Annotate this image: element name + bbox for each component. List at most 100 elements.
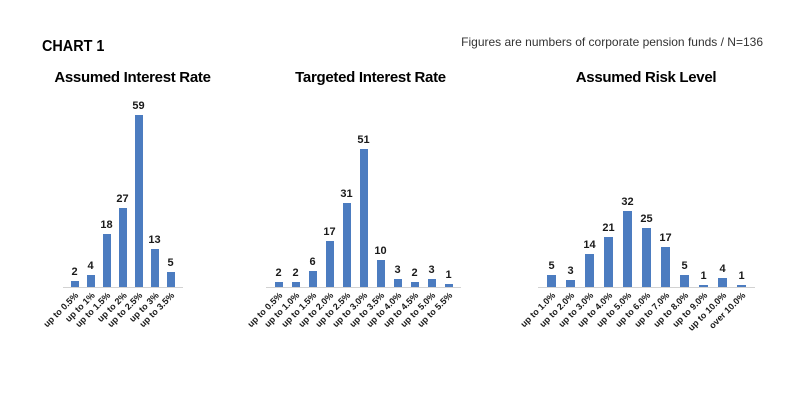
bar [102,234,111,287]
bar [623,211,632,287]
bar [604,237,613,287]
bar-value-label: 59 [132,99,145,112]
bars-row: 2 4 18 27 59 13 5 [62,97,183,288]
bar-column: 3 [389,97,406,287]
bar [70,281,79,287]
bar-column: 10 [372,97,389,287]
bar-column: 3 [561,97,580,287]
bar-column: 51 [355,97,372,287]
bar [661,246,670,287]
bar-value-label: 51 [357,133,370,146]
bar [308,270,317,287]
bar [134,114,143,287]
bar-value-label: 27 [116,193,129,206]
bar [359,148,368,287]
bar-value-label: 2 [71,266,78,279]
bar [718,277,727,287]
bar-column: 1 [694,97,713,287]
bar [86,275,95,287]
chart-title: Targeted Interest Rate [295,69,446,86]
bar [325,240,334,287]
bar [376,259,385,287]
bars-row: 5 3 14 21 32 25 17 5 1 4 1 [538,97,755,288]
bar-column: 5 [542,97,561,287]
labels-row: up to 1.0% up to 2.0% up to 3.0% up to 4.0%… [519,288,755,346]
plot-area: 2 2 6 17 31 51 10 3 2 3 1 up to 0.5% up to 1.0% up t… [246,97,461,346]
bar-value-label: 31 [340,187,353,200]
bar-column: 21 [599,97,618,287]
bar [150,249,159,287]
bar-value-label: 4 [719,262,726,275]
chart-targeted-interest-rate: Targeted Interest Rate 2 2 6 17 31 51 10 3 2 3 1 u… [246,69,473,346]
chart-assumed-interest-rate: Assumed Interest Rate 2 4 18 27 59 13 5 up to … [30,69,235,346]
bar [118,208,127,287]
bar-column: 25 [637,97,656,287]
bar [342,202,351,287]
labels-row: up to 0.5% up to 1% up to 1.5% up to 2% up t… [42,288,183,346]
bar-value-label: 13 [148,234,161,246]
bar-column: 27 [115,97,131,287]
bars-row: 2 2 6 17 31 51 10 3 2 3 1 [266,97,461,288]
header-note: Figures are numbers of corporate pension… [461,35,763,49]
bar [737,284,746,287]
bar-value-label: 1 [738,269,745,282]
bar-value-label: 2 [292,266,299,279]
bar-value-label: 2 [275,266,282,279]
bar-value-label: 2 [411,266,418,279]
category-label-cell: over 10.0% [708,288,751,346]
bar-column: 3 [423,97,440,287]
bar-value-label: 18 [100,219,113,232]
bar-column: 1 [440,97,457,287]
bar [166,272,175,287]
plot-area: 5 3 14 21 32 25 17 5 1 4 1 up to 1.0% up to 2.0% up … [519,97,755,346]
bar-value-label: 14 [583,238,596,251]
bar-value-label: 1 [445,269,452,282]
bar-value-label: 10 [374,244,387,257]
bar-column: 4 [713,97,732,287]
bar-value-label: 5 [548,260,555,273]
bar [393,278,402,287]
bar-column: 32 [618,97,637,287]
category-label-cell: up to 5.5% [416,288,457,346]
bar-value-label: 4 [87,260,94,273]
bar-column: 14 [580,97,599,287]
bar-value-label: 25 [640,212,653,225]
plot-area: 2 4 18 27 59 13 5 up to 0.5% up to 1% up to 1.5%… [42,97,183,346]
bar-column: 4 [83,97,99,287]
bar-column: 59 [131,97,147,287]
labels-row: up to 0.5% up to 1.0% up to 1.5% up to 2.0%… [246,288,461,346]
bar-value-label: 17 [659,231,672,244]
bar-value-label: 21 [602,222,615,235]
bar [642,227,651,287]
bar-column: 17 [321,97,338,287]
chart-title: Assumed Interest Rate [54,69,211,86]
bar-value-label: 3 [567,264,574,277]
bar-value-label: 5 [681,260,688,273]
chart-title: Assumed Risk Level [575,69,717,86]
bar [585,253,594,287]
bar-column: 2 [67,97,83,287]
bar-column: 2 [270,97,287,287]
bar-column: 2 [406,97,423,287]
bar-value-label: 1 [700,269,707,282]
chart-assumed-risk-level: Assumed Risk Level 5 3 14 21 32 25 17 5 1 4 1 up t… [519,69,755,346]
bar-value-label: 17 [323,225,336,238]
bar [680,275,689,287]
bar [291,281,300,287]
bar [444,284,453,287]
bar [427,278,436,287]
bar-column: 5 [675,97,694,287]
bar-column: 2 [287,97,304,287]
bar-value-label: 32 [621,196,634,208]
bar-value-label: 3 [428,263,435,276]
bar-column: 1 [732,97,751,287]
bar [547,275,556,287]
bar-column: 6 [304,97,321,287]
bar [410,281,419,287]
bar-value-label: 6 [309,255,316,268]
page-title: CHART 1 [42,38,105,55]
bar [274,281,283,287]
bar-column: 17 [656,97,675,287]
category-label-cell: up to 3.5% [138,288,179,346]
